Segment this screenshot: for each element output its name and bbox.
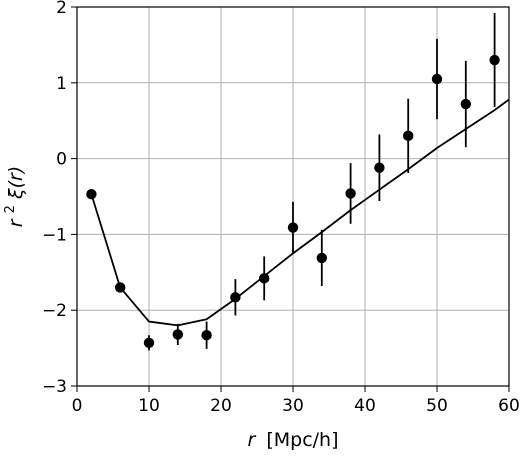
- data-point: [460, 98, 471, 110]
- y-tick-label: 2: [56, 0, 67, 18]
- data-point: [172, 329, 183, 340]
- x-tick-label: 40: [354, 396, 376, 416]
- data-point: [403, 130, 414, 142]
- x-tick-label: 60: [498, 396, 520, 416]
- x-tick-label: 20: [210, 396, 232, 416]
- plot-series: [86, 13, 510, 351]
- data-point: [316, 252, 327, 264]
- data-point: [374, 162, 385, 173]
- data-point: [201, 330, 212, 341]
- y-tick-label: 0: [56, 150, 67, 170]
- y-tick-label: 1: [56, 74, 67, 94]
- x-axis-label-symbol: r: [247, 429, 256, 451]
- y-axis-label: r 2 ξ(r): [0, 166, 27, 227]
- x-tick-label: 0: [72, 396, 83, 416]
- x-tick-label: 30: [282, 396, 304, 416]
- y-tick-label: −3: [42, 377, 67, 397]
- data-point: [489, 54, 500, 66]
- x-tick-label: 50: [426, 396, 448, 416]
- y-tick-label: −2: [42, 301, 67, 321]
- y-axis-label-base: r: [5, 218, 27, 227]
- axis-ticks: 0 10 20 30 40 50 60 −3 −2 −1 0 1 2: [42, 0, 520, 416]
- y-axis-label-rest: ξ(r): [5, 166, 27, 200]
- y-tick-label: −1: [42, 225, 67, 245]
- x-axis-label: r [Mpc/h]: [247, 429, 338, 451]
- data-point: [259, 273, 270, 284]
- data-point: [143, 337, 155, 348]
- x-axis-label-unit: [Mpc/h]: [266, 429, 338, 451]
- model-curve: [90, 98, 510, 327]
- grid: [76, 6, 510, 387]
- x-tick-label: 10: [138, 396, 160, 416]
- y-axis-label-sup: 2: [3, 205, 18, 213]
- data-point: [431, 73, 443, 85]
- data-point: [345, 188, 356, 199]
- data-point: [287, 222, 299, 233]
